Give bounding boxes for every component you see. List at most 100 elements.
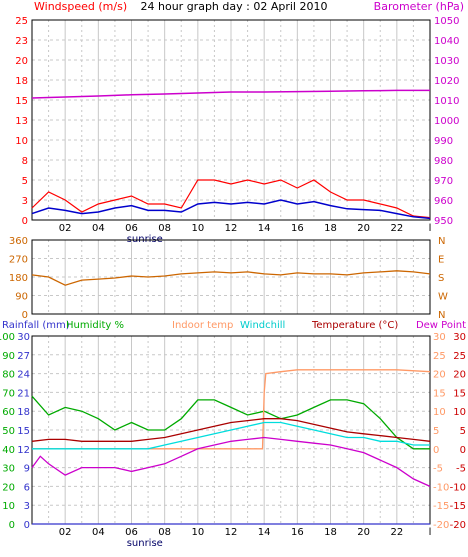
barometer-y-tick-1020: 1020 <box>434 76 459 87</box>
windchill-line <box>32 421 430 450</box>
rainfall-y-tick-18: 18 <box>17 407 30 418</box>
rainfall-y-tick-21: 21 <box>17 388 30 399</box>
wind-x-tick-16: 16 <box>291 223 304 234</box>
direction-compass-4: N <box>438 310 445 321</box>
temperature-y-tick--10: -10 <box>450 482 466 493</box>
wind-x-tick-04: 04 <box>92 223 105 234</box>
indoor-y-tick-10: 10 <box>433 407 446 418</box>
rainfall-y-tick-3: 3 <box>24 501 30 512</box>
wind-x-tick-02: 02 <box>59 223 72 234</box>
temp-x-tick-12: 12 <box>225 527 238 538</box>
humidity-y-tick-0: 0 <box>9 520 15 531</box>
temperature-y-tick--5: -5 <box>456 464 466 475</box>
barometer-y-tick-970: 970 <box>434 176 453 187</box>
wind-plot-frame <box>31 19 431 221</box>
rainfall-y-tick-24: 24 <box>17 370 30 381</box>
rainfall-y-tick-6: 6 <box>24 482 30 493</box>
wind-x-tick-l: l <box>429 223 432 234</box>
temp-x-tick-08: 08 <box>158 527 171 538</box>
temperature-y-tick-30: 30 <box>453 332 466 343</box>
humidity-y-tick-40: 40 <box>2 445 15 456</box>
direction-y-tick-270: 270 <box>9 255 28 266</box>
wind-y-tick-15: 15 <box>15 96 28 107</box>
wind-x-tick-12: 12 <box>225 223 238 234</box>
indoor-y-tick-15: 15 <box>433 388 446 399</box>
direction-compass-3: W <box>438 292 448 303</box>
humidity-y-tick-50: 50 <box>2 426 15 437</box>
windspeed-line <box>31 179 431 219</box>
humidity-y-tick-30: 30 <box>2 464 15 475</box>
indoor-y-tick--15: -15 <box>433 501 449 512</box>
temp-x-tick-l: l <box>429 527 432 538</box>
humidity-y-tick-20: 20 <box>2 482 15 493</box>
indoor-temp-legend: Indoor temp <box>172 320 233 331</box>
temp-sunrise-label: sunrise <box>127 538 163 549</box>
temperature-y-tick-0: 0 <box>460 445 466 456</box>
indoor-y-tick--10: -10 <box>433 482 449 493</box>
direction-y-tick-180: 180 <box>9 273 28 284</box>
temperature-y-tick-5: 5 <box>460 426 466 437</box>
barometer-y-tick-980: 980 <box>434 156 453 167</box>
temp-x-tick-02: 02 <box>59 527 72 538</box>
wind-y-tick-8: 8 <box>22 156 28 167</box>
indoor-y-tick-25: 25 <box>433 351 446 362</box>
barometer-y-tick-1000: 1000 <box>434 116 459 127</box>
temperature-y-tick-20: 20 <box>453 370 466 381</box>
wind-x-tick-10: 10 <box>191 223 204 234</box>
temperature-y-tick-15: 15 <box>453 388 466 399</box>
wind-x-tick-20: 20 <box>357 223 370 234</box>
wind-y-tick-3: 3 <box>22 196 28 207</box>
barometer-y-tick-1010: 1010 <box>434 96 459 107</box>
temperature-y-tick-10: 10 <box>453 407 466 418</box>
rainfall-y-tick-30: 30 <box>17 332 30 343</box>
wind-x-tick-22: 22 <box>390 223 403 234</box>
temp-x-tick-04: 04 <box>92 527 105 538</box>
wind-average-line <box>31 199 431 220</box>
rainfall-y-tick-27: 27 <box>17 351 30 362</box>
temperature-y-tick--20: -20 <box>450 520 466 531</box>
temp-x-tick-14: 14 <box>258 527 271 538</box>
wind-y-tick-23: 23 <box>15 36 28 47</box>
rainfall-y-tick-12: 12 <box>17 445 30 456</box>
humidity-y-tick-10: 10 <box>2 501 15 512</box>
indoor-y-tick--20: -20 <box>433 520 449 531</box>
barometer-line <box>31 89 430 99</box>
temperature-y-tick--15: -15 <box>450 501 466 512</box>
indoor-y-tick-5: 5 <box>433 426 439 437</box>
wind-y-tick-18: 18 <box>15 76 28 87</box>
temp-x-tick-18: 18 <box>324 527 337 538</box>
direction-y-tick-0: 0 <box>22 310 28 321</box>
humidity-legend: Humidity % <box>66 320 124 331</box>
rainfall-y-tick-9: 9 <box>24 464 30 475</box>
wind-x-tick-06: 06 <box>125 223 138 234</box>
wind-y-tick-20: 20 <box>15 56 28 67</box>
wind-x-tick-14: 14 <box>258 223 271 234</box>
humidity-line <box>31 395 430 450</box>
rainfall-axis-title: Rainfall (mm) <box>2 320 70 331</box>
direction-compass-1: E <box>438 255 444 266</box>
direction-y-tick-360: 360 <box>9 236 28 247</box>
indoor-y-tick-30: 30 <box>433 332 446 343</box>
wind-y-tick-10: 10 <box>15 136 28 147</box>
barometer-y-tick-1050: 1050 <box>434 16 459 27</box>
windspeed-axis-title: Windspeed (m/s) <box>34 0 127 13</box>
barometer-axis-title: Barometer (hPa) <box>374 0 464 13</box>
temp-x-tick-16: 16 <box>291 527 304 538</box>
barometer-y-tick-1030: 1030 <box>434 56 459 67</box>
temp-x-tick-06: 06 <box>125 527 138 538</box>
temp-x-tick-10: 10 <box>191 527 204 538</box>
wind-y-tick-13: 13 <box>15 116 28 127</box>
direction-y-tick-90: 90 <box>15 292 28 303</box>
indoor-y-tick-20: 20 <box>433 370 446 381</box>
temp-x-tick-22: 22 <box>390 527 403 538</box>
humidity-y-tick-70: 70 <box>2 388 15 399</box>
wind-x-tick-08: 08 <box>158 223 171 234</box>
rainfall-y-tick-15: 15 <box>17 426 30 437</box>
rainfall-y-tick-0: 0 <box>24 520 30 531</box>
dew-point-legend: Dew Point <box>416 320 466 331</box>
indoor-temp-line <box>32 369 431 450</box>
indoor-y-tick--5: -5 <box>433 464 443 475</box>
barometer-y-tick-960: 960 <box>434 196 453 207</box>
